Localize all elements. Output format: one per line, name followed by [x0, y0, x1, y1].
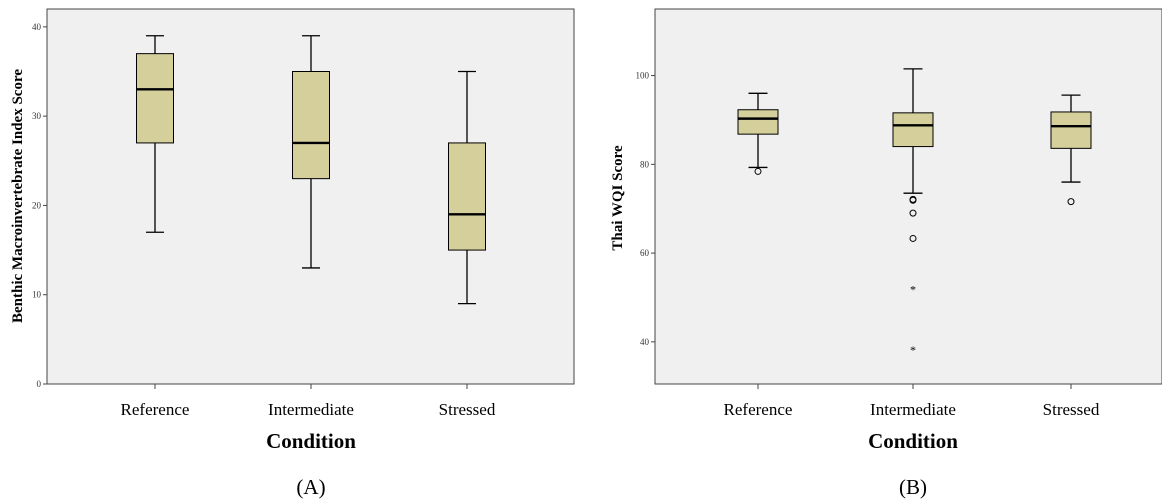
box-stressed	[1050, 94, 1092, 206]
outlier-point	[909, 209, 917, 217]
x-tick-label: Reference	[724, 400, 793, 419]
x-axis-title: Condition	[868, 429, 958, 453]
extreme-point: *	[910, 283, 916, 297]
y-tick-label: 0	[37, 379, 42, 389]
y-axis-title: Thai WQI Score	[610, 145, 626, 251]
x-tick-label: Intermediate	[870, 400, 956, 419]
x-axis-title: Condition	[266, 429, 356, 453]
iqr-box	[448, 142, 486, 251]
y-tick-label: 30	[32, 111, 42, 121]
panel-label-a: (A)	[296, 475, 325, 499]
y-tick-label: 40	[640, 337, 650, 347]
panel-label-b: (B)	[899, 475, 927, 499]
box-plots	[136, 35, 486, 305]
iqr-box	[1050, 111, 1092, 149]
box-reference	[737, 92, 779, 175]
y-tick-label: 20	[32, 200, 42, 210]
iqr-box	[292, 71, 330, 180]
box-stressed	[448, 70, 486, 305]
iqr-box	[737, 109, 779, 135]
y-axis-title: Benthic Macroinvertebrate Index Score	[10, 69, 26, 323]
y-axis-ticks: 40 60 80 100	[636, 71, 655, 347]
y-tick-label: 60	[640, 248, 650, 258]
y-tick-label: 100	[636, 71, 650, 81]
y-tick-label: 10	[32, 290, 42, 300]
box-intermediate: **	[892, 68, 934, 357]
x-tick-label: Reference	[121, 400, 190, 419]
plot-area	[654, 8, 1162, 385]
y-axis-ticks: 0 10 20 30 40	[32, 22, 47, 389]
y-tick-label: 40	[32, 22, 42, 32]
x-tick-label: Stressed	[439, 400, 496, 419]
iqr-box	[892, 112, 934, 148]
x-tick-label: Stressed	[1043, 400, 1100, 419]
box-intermediate	[292, 35, 330, 269]
outlier-point	[909, 234, 917, 242]
outlier-point	[909, 196, 917, 204]
extreme-point: *	[910, 343, 916, 357]
box-reference	[136, 35, 174, 233]
outlier-point	[1067, 198, 1075, 206]
iqr-box	[136, 53, 174, 144]
outlier-point	[754, 167, 762, 175]
x-tick-label: Intermediate	[268, 400, 354, 419]
x-axis-categories: Reference Intermediate Stressed	[121, 384, 496, 419]
box-plots: **	[737, 68, 1092, 357]
x-axis-categories: Reference Intermediate Stressed	[724, 384, 1100, 419]
y-tick-label: 80	[640, 159, 650, 169]
